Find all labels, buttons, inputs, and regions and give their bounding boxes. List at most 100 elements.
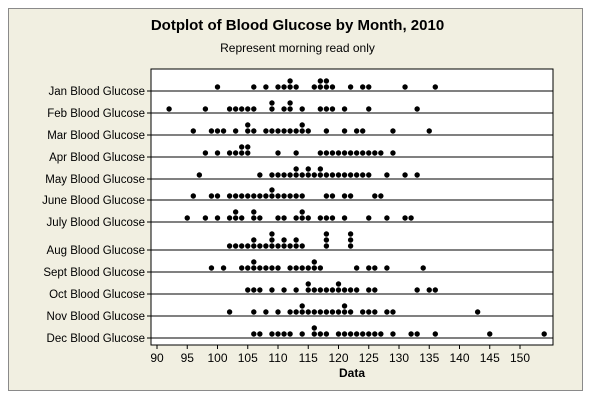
data-dot — [384, 265, 390, 271]
data-dot — [239, 193, 245, 199]
data-dot — [202, 106, 209, 112]
data-dot — [384, 309, 390, 315]
data-dot — [281, 172, 287, 178]
data-dot — [281, 193, 287, 199]
data-dot — [372, 309, 378, 315]
data-dot — [347, 243, 354, 249]
data-dot — [420, 265, 426, 271]
data-dot — [353, 287, 360, 293]
data-dot — [232, 215, 239, 221]
data-dot — [341, 106, 348, 112]
data-dot — [263, 128, 269, 134]
row-label: July Blood Glucose — [47, 217, 145, 229]
x-axis-label: Data — [339, 366, 365, 380]
data-dot — [245, 150, 251, 156]
data-dot — [305, 166, 311, 172]
data-dot — [214, 128, 221, 134]
data-dot — [487, 331, 493, 337]
data-dot — [293, 215, 299, 221]
data-dot — [305, 281, 311, 287]
data-dot — [208, 193, 215, 199]
data-dot — [293, 128, 299, 134]
data-dot — [390, 150, 396, 156]
data-dot — [269, 100, 275, 106]
data-dot — [305, 215, 311, 221]
data-dot — [281, 287, 287, 293]
data-dot — [360, 84, 366, 90]
data-dot — [232, 243, 239, 249]
data-dot — [329, 215, 336, 221]
plot-area-box — [150, 68, 554, 346]
data-dot — [269, 331, 275, 337]
row-label: Dec Blood Glucose — [47, 333, 145, 345]
data-dot — [311, 309, 317, 315]
data-dot — [269, 265, 275, 271]
data-dot — [269, 106, 275, 112]
data-dot — [269, 172, 275, 178]
data-dot — [323, 231, 330, 237]
data-dot — [269, 128, 275, 134]
data-dot — [293, 150, 299, 156]
data-dot — [299, 193, 305, 199]
row-label: Mar Blood Glucose — [47, 130, 145, 142]
row-label: Sept Blood Glucose — [43, 267, 145, 279]
data-dot — [402, 84, 408, 90]
data-dot — [269, 287, 275, 293]
data-dot — [281, 331, 287, 337]
data-dot — [414, 331, 420, 337]
data-dot — [275, 309, 281, 315]
data-dot — [287, 172, 293, 178]
data-dot — [275, 193, 281, 199]
data-dot — [432, 84, 438, 90]
data-dot — [226, 150, 233, 156]
data-dot — [347, 287, 354, 293]
data-dot — [372, 265, 378, 271]
row-label: Jan Blood Glucose — [48, 86, 145, 98]
data-dot — [341, 331, 348, 337]
data-dot — [366, 287, 372, 293]
data-dot — [245, 287, 251, 293]
data-dot — [214, 193, 221, 199]
data-dot — [347, 84, 354, 90]
data-dot — [311, 172, 317, 178]
x-tick-label: 110 — [268, 351, 287, 365]
data-dot — [257, 287, 263, 293]
data-dot — [275, 84, 281, 90]
chart-title: Dotplot of Blood Glucose by Month, 2010 — [150, 17, 445, 34]
data-dot — [317, 265, 324, 271]
data-dot — [239, 265, 245, 271]
data-dot — [299, 209, 305, 215]
data-dot — [347, 237, 354, 243]
data-dot — [335, 287, 342, 293]
data-dot — [372, 287, 378, 293]
data-dot — [263, 243, 269, 249]
data-dot — [329, 309, 336, 315]
data-dot — [323, 215, 330, 221]
data-dot — [360, 128, 366, 134]
data-dot — [360, 331, 366, 337]
data-dot — [263, 309, 269, 315]
data-dot — [384, 172, 390, 178]
x-tick-label: 150 — [510, 351, 530, 365]
data-dot — [390, 128, 396, 134]
data-dot — [245, 193, 251, 199]
data-dot — [341, 193, 348, 199]
data-dot — [299, 128, 305, 134]
x-tick-label: 95 — [181, 351, 195, 365]
data-dot — [390, 309, 396, 315]
data-dot — [251, 237, 257, 243]
data-dot — [384, 215, 390, 221]
data-dot — [347, 231, 354, 237]
row-label: Aug Blood Glucose — [47, 245, 145, 257]
data-dot — [372, 331, 378, 337]
data-dot — [360, 172, 366, 178]
data-dot — [287, 84, 293, 90]
data-dot — [226, 309, 233, 315]
data-dot — [366, 106, 372, 112]
data-dot — [414, 287, 420, 293]
data-dot — [329, 84, 336, 90]
data-dot — [281, 237, 287, 243]
data-dot — [299, 265, 305, 271]
data-dot — [245, 265, 251, 271]
data-dot — [366, 215, 372, 221]
